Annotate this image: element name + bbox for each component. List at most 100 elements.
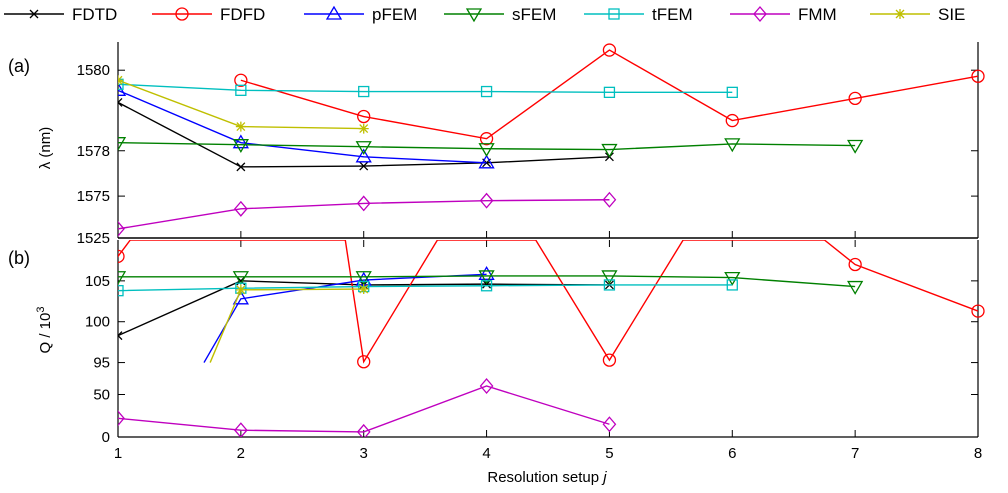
- data-point-sfem: [118, 271, 127, 286]
- legend-label: FDTD: [72, 5, 117, 24]
- series-fdfd: [118, 240, 985, 369]
- legend-label: pFEM: [372, 5, 417, 24]
- data-point-fdfd: [357, 355, 371, 369]
- data-point-fmm: [479, 192, 494, 209]
- y-axis-label-b: Q / 103: [35, 307, 54, 354]
- data-point-pfem: [478, 266, 495, 280]
- legend-item-tfem: tFEM: [584, 5, 693, 24]
- y-tick-label: 1575: [77, 188, 110, 205]
- series-line-sfem: [118, 275, 856, 288]
- data-point-sie: [235, 284, 246, 295]
- series-line-fdfd: [118, 240, 979, 364]
- series-fdtd: [118, 97, 614, 172]
- legend-marker: [895, 9, 905, 19]
- panel-b-marks: [118, 240, 985, 437]
- data-point-pfem: [478, 154, 495, 169]
- legend-item-fdfd: FDFD: [152, 5, 265, 24]
- legend-label: FMM: [798, 5, 837, 24]
- data-point-tfem: [603, 86, 616, 98]
- legend-marker: [753, 6, 767, 22]
- data-point-fdfd: [234, 73, 248, 87]
- series-sie: [118, 75, 369, 134]
- data-point-fmm: [602, 191, 617, 208]
- x-tick-label: 1: [114, 445, 122, 462]
- data-point-sfem: [724, 138, 741, 153]
- data-point-sfem: [478, 143, 495, 158]
- data-point-tfem: [726, 279, 738, 291]
- data-point-fdtd: [359, 161, 369, 171]
- series-line-pfem: [118, 89, 487, 164]
- x-tick-label: 3: [360, 445, 368, 462]
- data-point-sfem: [847, 139, 864, 154]
- x-tick-label: 8: [974, 445, 982, 462]
- data-point-tfem: [603, 279, 616, 291]
- legend-marker: [175, 7, 189, 21]
- data-point-fdfd: [602, 353, 617, 367]
- data-point-fdfd: [118, 249, 125, 263]
- data-point-sfem: [601, 270, 618, 285]
- data-point-tfem: [235, 84, 247, 96]
- y-tick-label: 105: [85, 273, 110, 290]
- legend: FDTD FDFD pFEM sFEM tFEM FMM SIE: [4, 5, 965, 24]
- data-point-fdfd: [848, 257, 862, 272]
- series-line-tfem: [118, 284, 733, 292]
- y-tick-label: 1578: [77, 143, 110, 160]
- x-tick-label: 4: [482, 445, 490, 462]
- data-point-fmm: [602, 416, 617, 433]
- legend-marker: [608, 8, 620, 20]
- data-point-fdfd: [971, 69, 985, 83]
- y-tick-label: 100: [85, 314, 110, 331]
- legend-marker: [29, 9, 39, 19]
- data-point-fmm: [118, 220, 125, 237]
- legend-label: sFEM: [512, 5, 556, 24]
- series-line-fmm: [118, 385, 610, 433]
- data-point-sie: [235, 121, 246, 132]
- data-point-sfem: [355, 271, 372, 286]
- data-point-sfem: [601, 143, 618, 158]
- axes: 1578 1580 1575 95 100 105 0 50 1525 1 2 3 4 5 6 7 8: [77, 42, 982, 462]
- data-point-sfem: [355, 141, 372, 156]
- data-point-fmm: [356, 195, 371, 212]
- data-point-tfem: [118, 285, 124, 297]
- series-pfem: [118, 82, 495, 169]
- data-point-fdfd: [479, 132, 494, 146]
- series-line-tfem: [118, 83, 733, 94]
- data-point-fmm: [118, 410, 125, 427]
- series-tfem: [118, 279, 738, 297]
- data-point-fmm: [479, 378, 494, 394]
- series-line-fdfd: [240, 49, 979, 140]
- x-tick-label: 7: [851, 445, 859, 462]
- data-point-sie: [358, 284, 369, 295]
- legend-item-fdtd: FDTD: [4, 5, 117, 24]
- data-point-pfem: [232, 134, 249, 149]
- series-sfem: [118, 137, 864, 158]
- y-tick-label: 50: [93, 387, 110, 404]
- data-point-fdfd: [725, 113, 739, 128]
- data-point-fmm: [356, 423, 371, 437]
- x-tick-label: 5: [605, 445, 613, 462]
- data-point-tfem: [358, 85, 370, 98]
- series-fmm: [118, 191, 617, 237]
- series-line-sie: [209, 288, 364, 363]
- axis-labels: (a) (b) λ (nm) Q / 103 Resolution setup …: [8, 56, 607, 486]
- data-point-fdtd: [236, 162, 246, 172]
- legend-item-pfem: pFEM: [304, 5, 417, 24]
- x-tick-label: 2: [237, 445, 245, 462]
- data-point-sfem: [232, 271, 249, 286]
- series-marks: [118, 43, 985, 437]
- series-fmm: [118, 378, 617, 437]
- legend-item-sie: SIE: [870, 5, 965, 24]
- data-point-sfem: [724, 271, 741, 286]
- data-point-sie: [358, 123, 369, 134]
- data-point-sfem: [847, 280, 864, 295]
- legend-marker: [465, 8, 483, 23]
- series-fdfd: [234, 43, 985, 146]
- data-point-fdtd: [118, 97, 123, 107]
- series-tfem: [118, 78, 738, 98]
- legend-label: FDFD: [220, 5, 265, 24]
- data-point-fdfd: [602, 43, 617, 57]
- x-tick-label: 6: [728, 445, 736, 462]
- data-point-sfem: [478, 270, 495, 285]
- legend-label: SIE: [938, 5, 965, 24]
